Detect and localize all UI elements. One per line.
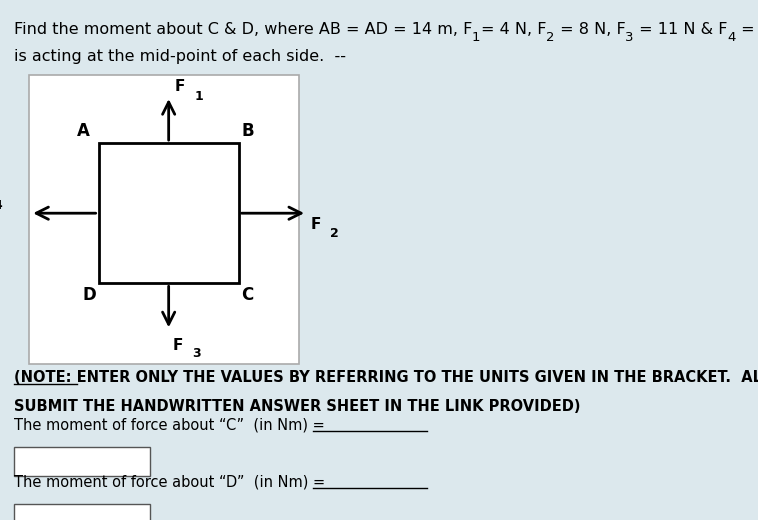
FancyBboxPatch shape — [29, 75, 299, 364]
Text: = 8 N, F: = 8 N, F — [555, 22, 625, 37]
Text: 2: 2 — [546, 31, 555, 44]
Bar — [99, 143, 239, 283]
Text: A: A — [77, 122, 89, 140]
Text: = 11 N & F: = 11 N & F — [634, 22, 727, 37]
FancyBboxPatch shape — [14, 504, 150, 520]
Text: Find the moment about C & D, where AB = AD = 14 m, F: Find the moment about C & D, where AB = … — [14, 22, 472, 37]
Text: 3: 3 — [625, 31, 634, 44]
Text: F: F — [174, 79, 185, 94]
Text: (NOTE: ENTER ONLY THE VALUES BY REFERRING TO THE UNITS GIVEN IN THE BRACKET.  AL: (NOTE: ENTER ONLY THE VALUES BY REFERRIN… — [14, 370, 758, 385]
Text: SUBMIT THE HANDWRITTEN ANSWER SHEET IN THE LINK PROVIDED): SUBMIT THE HANDWRITTEN ANSWER SHEET IN T… — [14, 399, 580, 414]
Text: 4: 4 — [727, 31, 736, 44]
Text: B: B — [242, 122, 254, 140]
Text: 3: 3 — [193, 347, 201, 360]
Text: F: F — [311, 217, 321, 232]
Text: = 19 N. Each force: = 19 N. Each force — [736, 22, 758, 37]
Text: C: C — [242, 286, 254, 304]
Text: F: F — [172, 338, 183, 353]
Text: = 4 N, F: = 4 N, F — [481, 22, 546, 37]
Text: 2: 2 — [330, 227, 340, 240]
Text: 1: 1 — [194, 90, 203, 103]
Text: The moment of force about “C”  (in Nm) =: The moment of force about “C” (in Nm) = — [14, 417, 324, 432]
FancyBboxPatch shape — [14, 447, 150, 476]
Text: The moment of force about “D”  (in Nm) =: The moment of force about “D” (in Nm) = — [14, 474, 324, 489]
Text: is acting at the mid-point of each side.  --: is acting at the mid-point of each side.… — [14, 49, 346, 64]
Text: 4: 4 — [0, 199, 2, 212]
Text: 1: 1 — [472, 31, 481, 44]
Text: D: D — [82, 286, 96, 304]
